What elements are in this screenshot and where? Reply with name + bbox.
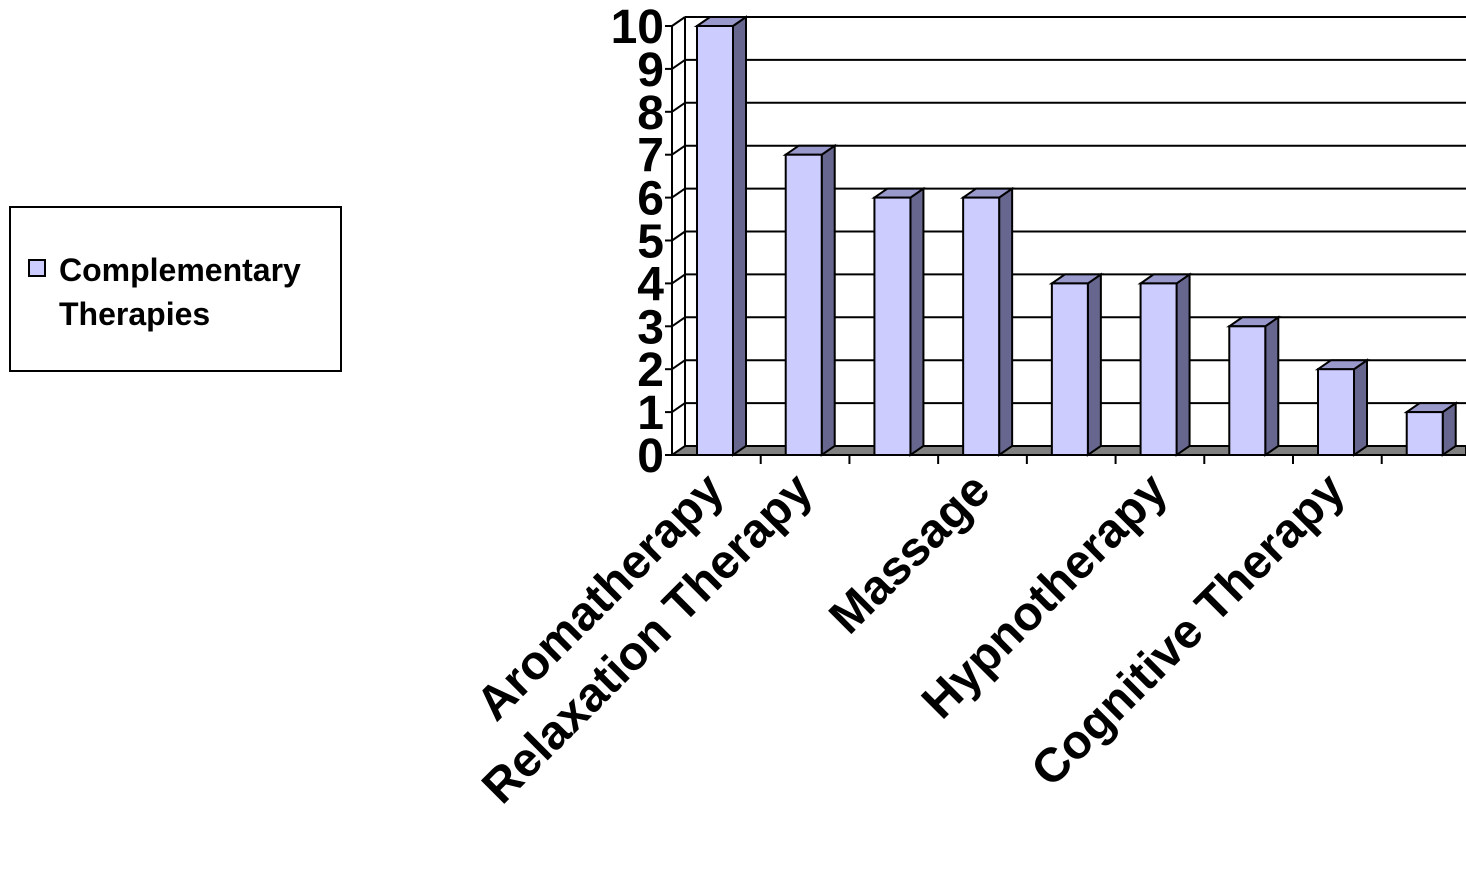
gridline-side <box>671 187 686 199</box>
legend: Complementary Therapies <box>9 206 342 372</box>
bar-front <box>873 196 912 456</box>
bar-front <box>1317 368 1356 457</box>
bar-front <box>784 153 823 456</box>
legend-label: Complementary Therapies <box>59 252 301 332</box>
bar <box>959 186 1016 457</box>
bar-front <box>1139 282 1178 456</box>
y-tick-label: 0 <box>637 430 664 483</box>
x-tick-label: Cognitive Therapy <box>1022 463 1356 797</box>
bar <box>871 186 927 457</box>
bar <box>1403 401 1459 457</box>
gridline-side <box>671 59 686 70</box>
gridline-side <box>671 230 686 242</box>
y-tick-label: 10 <box>611 1 664 54</box>
bar-side <box>909 186 925 457</box>
y-tick-label: 4 <box>637 258 664 311</box>
bar-side <box>732 15 747 457</box>
y-tick-label: 1 <box>637 387 664 440</box>
y-tick-label: 6 <box>637 173 664 226</box>
x-tick-label: Massage <box>819 463 1000 644</box>
y-tick-label: 5 <box>637 216 664 269</box>
bar-side <box>1353 358 1369 457</box>
y-tick-label: 2 <box>637 344 664 397</box>
gridline-side <box>671 402 686 413</box>
y-tick-label: 9 <box>637 44 664 97</box>
gridline-side <box>671 273 686 285</box>
bar-side <box>820 143 836 457</box>
gridline-side <box>671 16 686 27</box>
gridline-side <box>671 101 686 113</box>
bars <box>693 15 1459 457</box>
bar-side <box>1086 272 1102 457</box>
y-tick-label: 8 <box>637 87 664 140</box>
gridline-side <box>671 144 686 156</box>
bar-side <box>1264 315 1280 457</box>
bar <box>1137 272 1193 457</box>
bar-front <box>696 25 734 456</box>
y-tick-label: 3 <box>637 301 664 354</box>
legend-swatch <box>28 259 46 277</box>
y-tick-label: 7 <box>637 130 664 183</box>
bar-front <box>1050 282 1089 456</box>
bar-front <box>962 196 1001 456</box>
bar <box>1314 358 1371 457</box>
bar-front <box>1228 325 1267 456</box>
bar <box>693 15 750 457</box>
gridline-side <box>671 359 686 371</box>
gridline-side <box>671 316 686 328</box>
bar <box>782 143 838 457</box>
bar-side <box>1175 272 1191 457</box>
bar <box>1048 272 1105 457</box>
bar-side <box>998 186 1014 457</box>
bar <box>1226 315 1282 457</box>
bar-front <box>1405 411 1444 457</box>
